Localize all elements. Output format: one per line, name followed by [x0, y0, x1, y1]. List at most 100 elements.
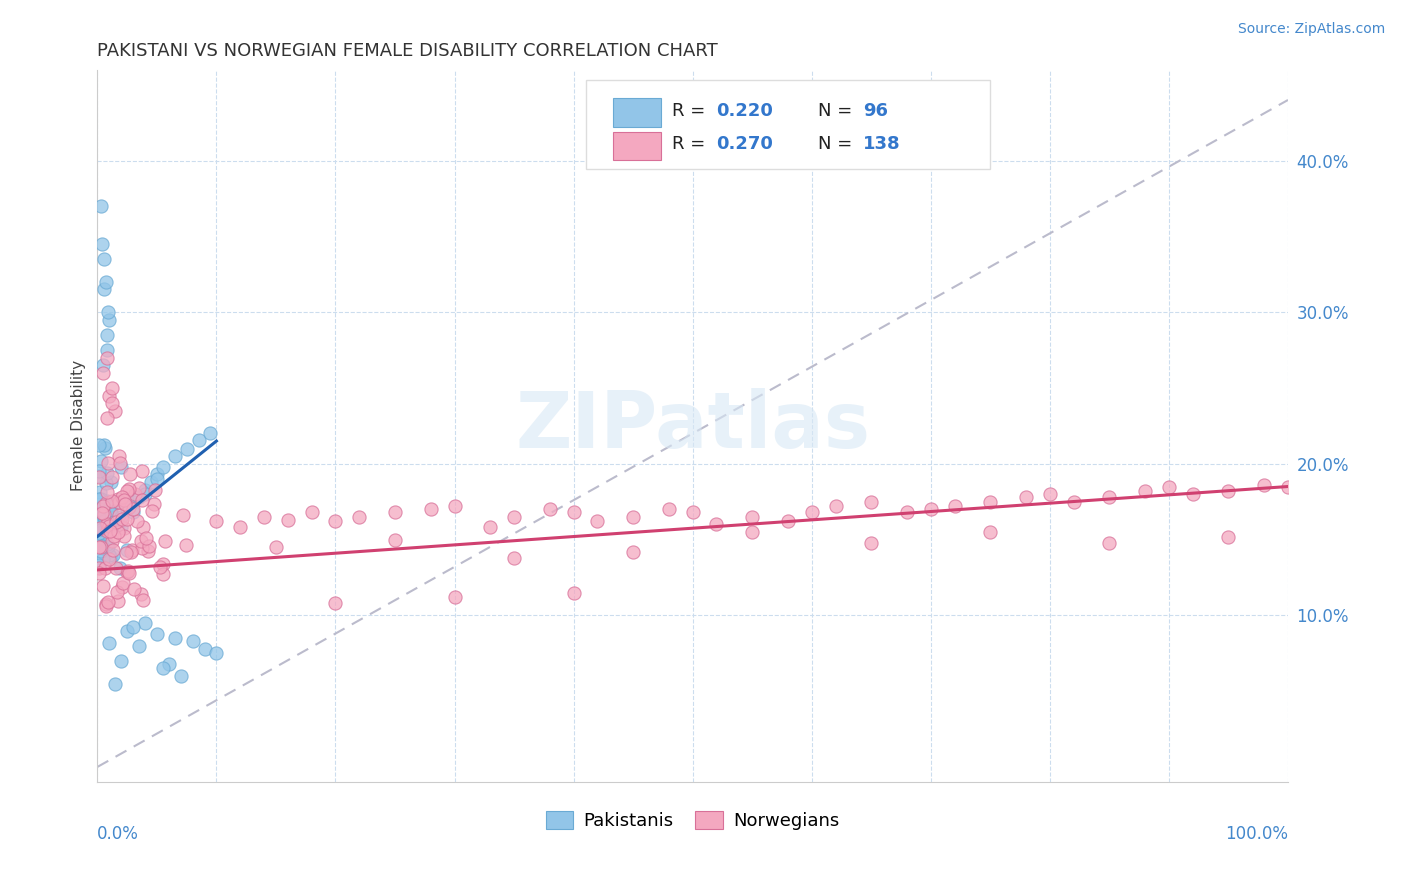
- Point: [91, 237, 114, 252]
- Point: [98, 549, 121, 563]
- Point: [105, 584, 128, 599]
- Point: [98, 497, 121, 511]
- Point: [110, 509, 132, 524]
- Point: [824, 500, 846, 514]
- Point: [142, 497, 165, 511]
- Point: [100, 550, 122, 565]
- Point: [100, 507, 122, 521]
- Point: [586, 515, 609, 529]
- Text: 0.0%: 0.0%: [97, 825, 139, 843]
- Point: [706, 517, 728, 532]
- Point: [97, 539, 120, 553]
- Point: [129, 533, 152, 548]
- Point: [172, 508, 194, 522]
- Point: [115, 483, 138, 498]
- FancyBboxPatch shape: [585, 80, 990, 169]
- Point: [100, 396, 122, 410]
- Point: [91, 366, 114, 380]
- Text: ZIPatlas: ZIPatlas: [515, 388, 870, 464]
- Point: [93, 510, 115, 524]
- Point: [87, 515, 110, 529]
- Point: [1218, 484, 1240, 499]
- Point: [152, 661, 174, 675]
- Point: [111, 580, 134, 594]
- Point: [125, 514, 148, 528]
- Point: [170, 669, 193, 683]
- Bar: [613, 98, 661, 127]
- Point: [93, 528, 115, 542]
- Point: [96, 343, 118, 357]
- Point: [301, 505, 323, 519]
- Point: [115, 512, 138, 526]
- Point: [100, 506, 122, 520]
- Point: [112, 575, 135, 590]
- Point: [115, 565, 138, 579]
- Point: [110, 490, 132, 504]
- Point: [103, 529, 125, 543]
- Point: [1277, 479, 1299, 493]
- Point: [277, 513, 299, 527]
- Point: [107, 492, 129, 507]
- Point: [100, 534, 122, 549]
- Legend: Pakistanis, Norwegians: Pakistanis, Norwegians: [538, 804, 846, 838]
- Point: [920, 502, 942, 516]
- Point: [90, 534, 112, 549]
- Point: [145, 483, 167, 498]
- Point: [107, 524, 129, 539]
- Point: [97, 595, 120, 609]
- Point: [860, 535, 883, 549]
- Point: [682, 505, 704, 519]
- Point: [562, 585, 585, 599]
- Point: [94, 560, 117, 574]
- Point: [176, 442, 198, 456]
- Bar: [613, 132, 661, 161]
- Point: [205, 646, 228, 660]
- Point: [96, 599, 118, 614]
- Point: [98, 635, 121, 649]
- Point: [104, 561, 127, 575]
- Point: [91, 552, 114, 566]
- Point: [122, 620, 145, 634]
- Point: [89, 558, 111, 573]
- Point: [1098, 535, 1121, 549]
- Point: [87, 566, 110, 581]
- Point: [112, 529, 135, 543]
- Point: [89, 484, 111, 499]
- Point: [200, 426, 222, 441]
- Point: [114, 497, 136, 511]
- Point: [101, 542, 124, 557]
- Text: N =: N =: [818, 102, 858, 120]
- Text: 0.220: 0.220: [717, 102, 773, 120]
- Point: [96, 327, 118, 342]
- Point: [96, 411, 118, 425]
- Point: [103, 518, 125, 533]
- Point: [90, 543, 112, 558]
- Point: [128, 482, 150, 496]
- Point: [100, 493, 122, 508]
- Point: [91, 500, 114, 514]
- Point: [96, 519, 118, 533]
- Point: [103, 516, 125, 530]
- Point: [163, 449, 186, 463]
- Point: [741, 509, 763, 524]
- Point: [120, 545, 142, 559]
- Text: PAKISTANI VS NORWEGIAN FEMALE DISABILITY CORRELATION CHART: PAKISTANI VS NORWEGIAN FEMALE DISABILITY…: [97, 42, 718, 60]
- Point: [90, 541, 112, 555]
- Point: [132, 519, 155, 533]
- Point: [131, 493, 153, 508]
- Point: [503, 550, 526, 565]
- Point: [101, 470, 124, 484]
- Point: [205, 515, 228, 529]
- Point: [896, 505, 918, 519]
- Point: [124, 487, 146, 501]
- Point: [90, 199, 112, 213]
- Point: [741, 524, 763, 539]
- Point: [87, 558, 110, 573]
- Point: [131, 541, 153, 555]
- Point: [87, 502, 110, 516]
- Point: [93, 508, 115, 522]
- Point: [101, 498, 124, 512]
- Point: [1063, 494, 1085, 508]
- Point: [503, 509, 526, 524]
- Point: [131, 464, 153, 478]
